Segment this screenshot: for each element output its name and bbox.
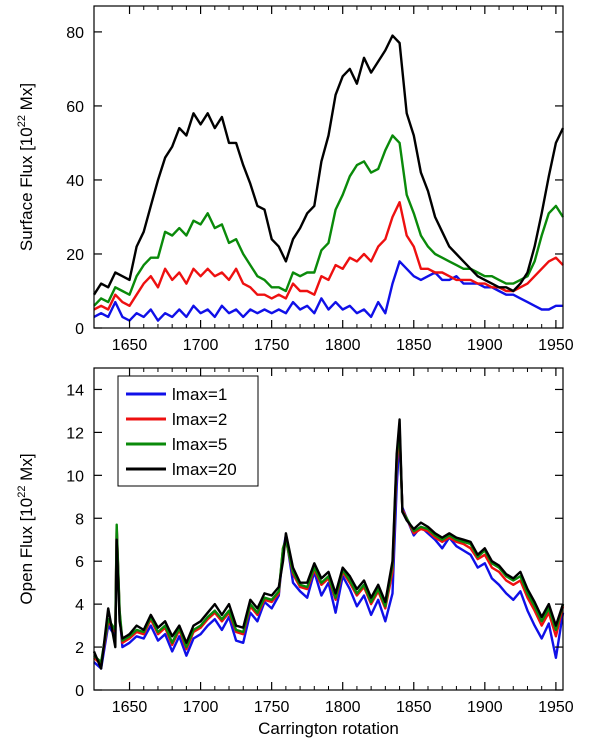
surface-flux-y-axis-label: Surface Flux [1022 Mx] [16,83,36,251]
y-tick-label: 8 [75,511,84,528]
x-tick-label: 1850 [396,699,432,716]
x-tick-label: 1900 [467,337,503,354]
series-line-lmax=20 [92,34,565,296]
y-tick-label: 2 [75,640,84,657]
y-tick-label: 60 [66,99,84,116]
y-axis-label-unit: Mx] [17,83,36,115]
series-line-lmax=2 [93,431,565,666]
legend-label: lmax=20 [172,460,237,479]
series-line-lmax=20 [92,418,565,670]
y-axis-label-superscript: 22 [16,486,28,498]
x-tick-label: 1950 [538,699,574,716]
x-tick-label: 1750 [254,337,290,354]
series-line-lmax=1 [93,260,563,322]
x-tick-label: 1650 [112,337,148,354]
x-tick-label: 1800 [325,699,361,716]
legend: lmax=1 lmax=2 lmax=5 lmax=20 [117,375,259,487]
x-axis-label: Carrington rotation [258,719,399,738]
x-tick-label: 1650 [112,699,148,716]
y-axis-label-superscript: 22 [16,115,28,127]
y-axis-label-unit: Mx] [17,453,36,485]
series-line-lmax=5 [93,426,565,664]
x-tick-label: 1950 [538,337,574,354]
x-tick-label: 1900 [467,699,503,716]
y-tick-label: 6 [75,554,84,571]
y-axis-label-main: Surface Flux [10 [17,127,36,251]
y-tick-label: 12 [66,425,84,442]
x-tick-label: 1750 [254,699,290,716]
series-line-lmax=5 [93,134,565,307]
y-tick-label: 4 [75,597,84,614]
y-tick-label: 14 [66,382,84,399]
legend-label: lmax=2 [172,410,227,429]
surface-flux-panel: 1650 1700 1750 1800 1850 1900 1950 0 20 40 60 80 Su… [16,5,574,354]
y-tick-label: 40 [66,173,84,190]
y-axis-label-main: Open Flux [10 [17,498,36,605]
x-tick-label: 1700 [183,699,219,716]
y-tick-label: 0 [75,683,84,700]
x-tick-label: 1850 [396,337,432,354]
y-tick-label: 0 [75,321,84,338]
y-tick-label: 80 [66,25,84,42]
open-flux-panel: 1650 1700 1750 1800 1850 1900 195002468101214 … [16,367,574,738]
x-tick-label: 1700 [183,337,219,354]
y-tick-label: 10 [66,468,84,485]
series-line-lmax=1 [93,435,565,670]
legend-label: lmax=5 [172,435,227,454]
y-tick-label: 20 [66,247,84,264]
x-tick-label: 1800 [325,337,361,354]
legend-label: lmax=1 [172,385,227,404]
open-flux-y-axis-label: Open Flux [1022 Mx] [16,453,36,604]
series-line-lmax=2 [93,200,564,311]
